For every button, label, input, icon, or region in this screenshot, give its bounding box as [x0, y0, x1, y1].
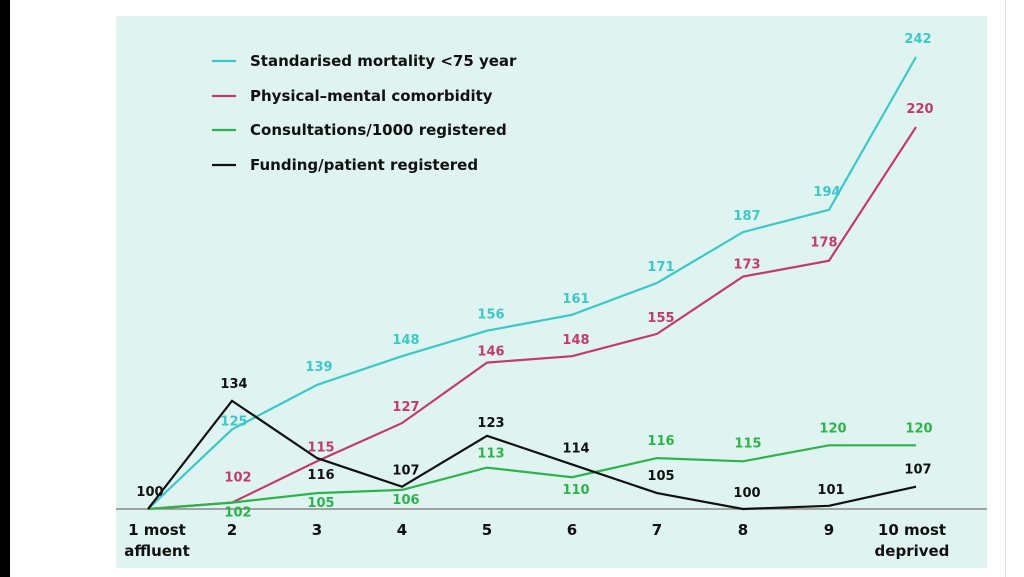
data-label: 105 — [307, 496, 334, 511]
legend-label: Physical–mental comorbidity — [250, 87, 493, 105]
series-line-2 — [147, 444, 916, 511]
left-edge-bar — [0, 0, 10, 577]
data-label: 125 — [220, 414, 247, 429]
data-label: 120 — [905, 421, 932, 436]
legend-label: Consultations/1000 registered — [250, 121, 507, 139]
data-label: 116 — [647, 434, 674, 449]
x-tick-label: 6 — [567, 521, 577, 539]
x-tick-label: 1 most — [128, 521, 186, 539]
data-label: 139 — [305, 360, 332, 375]
series-line-3 — [147, 399, 917, 511]
data-label: 178 — [810, 236, 837, 251]
data-label: 113 — [477, 447, 504, 462]
data-label: 102 — [224, 506, 251, 521]
x-tick-label: 10 most — [878, 521, 946, 539]
data-label: 171 — [647, 260, 674, 275]
x-tick-label: 9 — [824, 521, 834, 539]
data-label: 100 — [136, 485, 163, 500]
data-label: 148 — [562, 333, 589, 348]
data-label: 110 — [562, 483, 589, 498]
data-label: 116 — [307, 468, 334, 483]
x-tick-label: affluent — [124, 542, 190, 560]
x-tick-label: 8 — [738, 521, 748, 539]
right-divider — [1005, 0, 1006, 577]
x-tick-label: 7 — [652, 521, 662, 539]
data-label: 187 — [733, 209, 760, 224]
data-label: 107 — [392, 464, 419, 479]
x-tick-label: deprived — [875, 542, 950, 560]
data-label: 107 — [904, 463, 931, 478]
legend-label: Standarised mortality <75 year — [250, 52, 517, 70]
data-label: 161 — [562, 292, 589, 307]
data-label: 101 — [817, 483, 844, 498]
x-tick-label: 4 — [397, 521, 407, 539]
data-label: 220 — [906, 102, 933, 117]
x-tick-label: 5 — [482, 521, 492, 539]
data-label: 134 — [220, 377, 247, 392]
data-label: 105 — [647, 469, 674, 484]
x-tick-label: 3 — [312, 521, 322, 539]
data-label: 155 — [647, 311, 674, 326]
series-line-1 — [147, 126, 917, 511]
series-line-0 — [147, 56, 917, 510]
data-label: 127 — [392, 400, 419, 415]
chart-panel — [116, 16, 987, 568]
data-label: 242 — [904, 32, 931, 47]
legend-label: Funding/patient registered — [250, 156, 478, 174]
data-label: 156 — [477, 308, 504, 323]
data-label: 102 — [224, 471, 251, 486]
data-label: 173 — [733, 258, 760, 273]
data-label: 100 — [733, 486, 760, 501]
data-label: 148 — [392, 333, 419, 348]
data-label: 146 — [477, 345, 504, 360]
data-label: 106 — [392, 493, 419, 508]
data-label: 194 — [813, 185, 840, 200]
data-label: 123 — [477, 416, 504, 431]
data-label: 115 — [307, 440, 334, 455]
data-label: 115 — [734, 436, 761, 451]
x-tick-label: 2 — [227, 521, 237, 539]
data-label: 114 — [562, 441, 589, 456]
data-label: 120 — [819, 421, 846, 436]
